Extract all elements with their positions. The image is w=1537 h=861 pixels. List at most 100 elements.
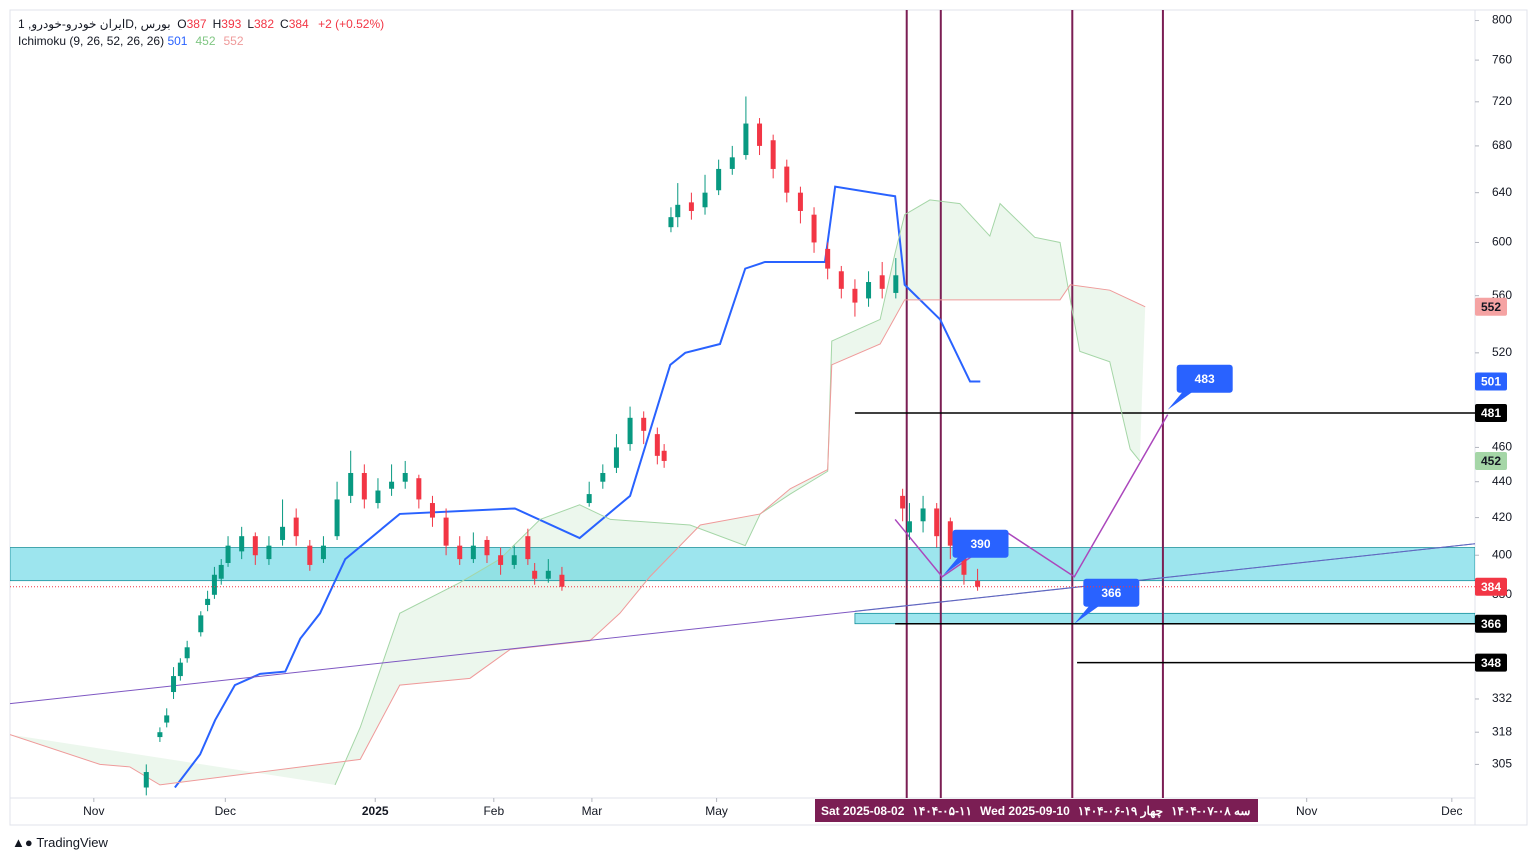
y-tick-label: 800 [1492, 13, 1512, 27]
y-tick-label: 318 [1492, 724, 1512, 738]
candle-body [525, 536, 531, 560]
ohlc-key: H [212, 17, 222, 31]
callout-box [952, 529, 1009, 558]
date-label: ۱۴۰۴-۰۷-۰۸ سه [1171, 803, 1251, 818]
candle-body [484, 539, 490, 556]
ohlc-value: 382 [254, 17, 275, 31]
candle-body [184, 647, 190, 659]
candle-body [743, 123, 749, 156]
x-tick-label: 2025 [362, 804, 389, 818]
candle-body [545, 570, 551, 579]
candle-body [675, 204, 681, 218]
candle-body [532, 570, 538, 579]
callout-label: 366 [1101, 586, 1121, 600]
price-label: 501 [1481, 375, 1501, 389]
candle-body [613, 447, 619, 468]
y-tick-label: 440 [1492, 474, 1512, 488]
y-tick-label: 760 [1492, 52, 1512, 66]
candle-body [866, 282, 872, 299]
date-label: Wed 2025-09-10 [979, 803, 1070, 818]
y-tick-label: 680 [1492, 138, 1512, 152]
candle-body [811, 214, 817, 243]
price-label: 481 [1481, 406, 1501, 420]
candle-body [416, 478, 422, 500]
candle-body [211, 574, 217, 595]
price-label-box [1475, 372, 1507, 391]
indicator-value: 452 [195, 34, 216, 48]
candle-body [225, 545, 231, 563]
candle-body [825, 248, 831, 269]
indicator-value: 552 [223, 34, 244, 48]
candle-body [920, 508, 926, 522]
candle-body [906, 521, 912, 533]
candle-body [429, 503, 435, 518]
date-label: ۱۴۰۴-۰۶-۱۹ چهار [1077, 803, 1164, 818]
legend: ایران خودرو-خودرو, 1D, بورس O387 H393 L382… [18, 16, 384, 50]
y-tick-label: 305 [1492, 757, 1512, 771]
candle-body [654, 434, 660, 456]
candle-body [320, 545, 326, 560]
candle-body [143, 772, 149, 788]
callout-box [1083, 578, 1140, 607]
price-label-box [1475, 614, 1507, 633]
x-tick-label: Dec [1441, 804, 1462, 818]
candle-body [627, 417, 633, 445]
ohlc-value: 384 [288, 17, 309, 31]
indicator-value: 501 [167, 34, 188, 48]
ohlc-value: 387 [186, 17, 207, 31]
candle-body [348, 472, 354, 496]
candle-body [218, 564, 224, 579]
date-labels: Sat 2025-08-02 ۱۴۰۴-۰۵-۱۱ Wed 2025-09-10 ۱۴… [815, 799, 1258, 822]
line-kijun [174, 185, 981, 789]
price-label-box [1475, 577, 1507, 596]
date-label: Sat 2025-08-02 [821, 803, 905, 818]
brand-name: TradingView [36, 835, 108, 850]
price-label-box [1475, 403, 1507, 422]
x-tick-label: Nov [1296, 804, 1317, 818]
candle-body [389, 481, 395, 489]
symbol: ایران خودرو-خودرو, 1D, بورس [18, 17, 171, 31]
cloud-fill [10, 199, 1146, 785]
y-tick-label: 332 [1492, 691, 1512, 705]
y-tick-label: 460 [1492, 440, 1512, 454]
line-span-b [10, 284, 1146, 786]
candle-body [266, 545, 272, 560]
candle-body [457, 545, 463, 560]
candle-body [784, 166, 790, 193]
x-tick-label: Mar [582, 804, 603, 818]
candle-body [280, 526, 286, 540]
y-tick-label: 420 [1492, 510, 1512, 524]
candle-body [443, 517, 449, 546]
candle-body [641, 417, 647, 431]
zone [854, 612, 1475, 625]
candle-body [852, 288, 858, 303]
candle-body [716, 168, 722, 191]
candle-body [171, 676, 177, 693]
candle-body [586, 494, 592, 504]
y-tick-label: 720 [1492, 94, 1512, 108]
candle-body [498, 555, 504, 565]
candle-body [402, 472, 408, 482]
candle-body [879, 275, 885, 289]
ohlc-key: L [247, 17, 254, 31]
price-label-box [1475, 451, 1507, 470]
price-label: 366 [1481, 617, 1501, 631]
candle-body [198, 615, 204, 633]
candle-body [157, 732, 163, 738]
candle-body [600, 472, 606, 482]
x-tick-label: Dec [215, 804, 236, 818]
x-tick-label: May [705, 804, 728, 818]
line-trend-blue [854, 543, 1475, 612]
candle-body [900, 495, 906, 509]
candle-body [702, 192, 708, 208]
plot [10, 10, 1475, 798]
ohlc-value: 393 [221, 17, 242, 31]
candle-body [688, 202, 694, 211]
candle-body [559, 574, 565, 587]
candle-body [668, 217, 674, 228]
candle-body [511, 555, 517, 565]
price-label-box [1475, 297, 1507, 316]
change: +2 (+0.52%) [318, 17, 385, 31]
